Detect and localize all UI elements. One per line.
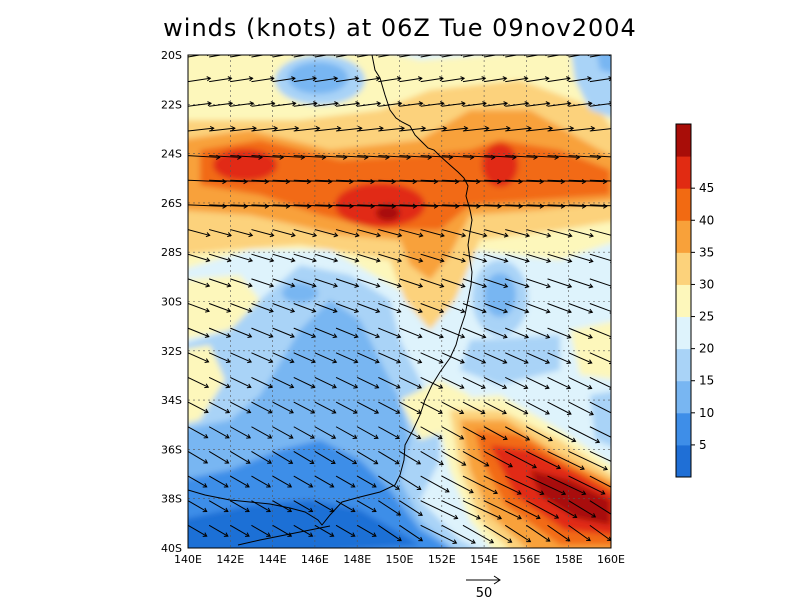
colorbar-label: 20 — [699, 342, 714, 356]
plot-frame — [187, 54, 612, 549]
colorbar-swatch — [676, 380, 691, 414]
reference-vector: 50 — [466, 575, 501, 600]
windspeed-shading — [188, 55, 611, 548]
reference-vector-label: 50 — [476, 586, 493, 600]
colorbar-label: 40 — [699, 213, 714, 227]
latitude-label: 30S — [161, 296, 182, 309]
colorbar-swatch — [676, 284, 691, 318]
latitude-label: 36S — [161, 443, 182, 456]
latitude-label: 22S — [161, 98, 182, 111]
longitude-label: 144E — [259, 553, 287, 566]
colorbar: 5 10 15 20 25 30 35 40 45 — [675, 123, 714, 478]
colorbar-swatch — [676, 156, 691, 189]
colorbar-swatch — [676, 124, 691, 157]
colorbar-swatch — [676, 444, 691, 478]
longitude-label: 150E — [386, 553, 414, 566]
latitude-label: 26S — [161, 197, 182, 210]
longitude-label: 148E — [343, 553, 371, 566]
longitude-label: 152E — [428, 553, 456, 566]
longitude-labels: 140E 142E 144E 146E 148E 150E 152E 154E 156E 158E… — [174, 553, 625, 566]
longitude-label: 156E — [512, 553, 540, 566]
longitude-label: 146E — [301, 553, 329, 566]
colorbar-label: 45 — [699, 181, 714, 195]
longitude-label: 140E — [174, 553, 202, 566]
colorbar-swatch — [676, 316, 691, 350]
latitude-label: 20S — [161, 49, 182, 62]
latitude-label: 40S — [161, 542, 182, 555]
longitude-label: 160E — [597, 553, 625, 566]
colorbar-swatch — [676, 412, 691, 446]
latitude-labels: 20S 22S 24S 26S 28S 30S 32S 34S 36S 38S 40S — [161, 49, 182, 555]
colorbar-label: 35 — [699, 245, 714, 259]
latitude-label: 32S — [161, 345, 182, 358]
coastline — [188, 55, 473, 546]
colorbar-swatch — [676, 348, 691, 382]
colorbar-swatch — [676, 252, 691, 285]
colorbar-swatch — [676, 220, 691, 253]
latitude-label: 24S — [161, 148, 182, 161]
colorbar-swatch — [676, 188, 691, 221]
longitude-label: 158E — [555, 553, 583, 566]
latitude-label: 38S — [161, 493, 182, 506]
longitude-label: 142E — [216, 553, 244, 566]
longitude-label: 154E — [470, 553, 498, 566]
latitude-label: 34S — [161, 394, 182, 407]
colorbar-label: 10 — [699, 406, 714, 420]
latitude-label: 28S — [161, 246, 182, 259]
colorbar-label: 15 — [699, 374, 714, 388]
map-title: winds (knots) at 06Z Tue 09nov2004 — [163, 14, 637, 42]
graticule — [188, 55, 611, 548]
colorbar-label: 30 — [699, 277, 714, 291]
colorbar-label: 5 — [699, 438, 707, 452]
wind-vectors — [188, 55, 611, 545]
colorbar-label: 25 — [699, 310, 714, 324]
